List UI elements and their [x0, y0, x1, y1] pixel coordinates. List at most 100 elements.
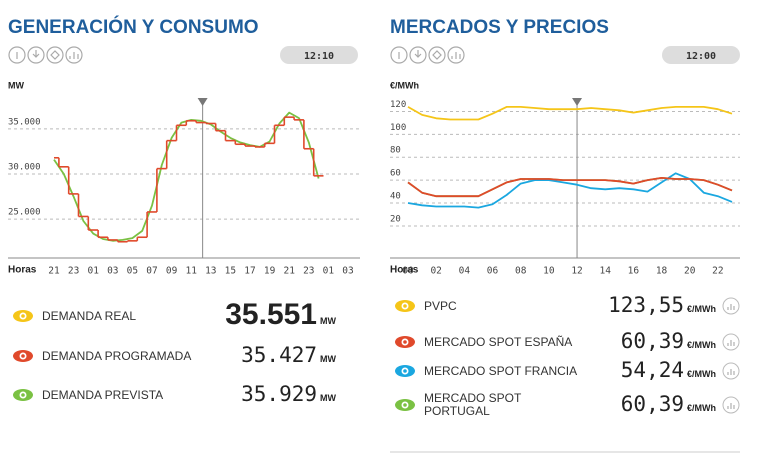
chart-title: GENERACIÓN Y CONSUMO — [8, 16, 259, 38]
legend-row: PVPC — [394, 293, 582, 319]
readout: 60,39 €/MWh — [621, 392, 716, 416]
chart-title: MERCADOS Y PRECIOS — [390, 17, 609, 38]
info-icon[interactable] — [390, 46, 408, 64]
legend-eye[interactable] — [394, 398, 416, 412]
legend-row: MERCADO SPOT ESPAÑA — [394, 329, 582, 355]
chart-icon[interactable] — [65, 46, 83, 64]
x-tick-label: 00 — [402, 266, 414, 277]
legend-label: MERCADO SPOT ESPAÑA — [424, 334, 573, 349]
info-icon[interactable] — [8, 46, 26, 64]
x-tick-label: 22 — [712, 266, 723, 277]
x-tick-label: 11 — [185, 266, 197, 277]
readout-unit: MW — [320, 393, 336, 403]
favorite-icon[interactable] — [428, 46, 446, 64]
eye-pupil — [403, 369, 407, 373]
readout: 54,24 €/MWh — [621, 358, 716, 382]
chart-button-glyph — [727, 304, 735, 310]
x-tick-label: 16 — [628, 266, 640, 277]
y-tick-label: 80 — [390, 146, 401, 156]
chart-button[interactable] — [722, 297, 740, 315]
legend-row: DEMANDA PREVISTA — [12, 382, 242, 408]
readout-value: 123,55 — [608, 293, 684, 317]
x-tick-label: 07 — [146, 266, 157, 277]
readout: 35.551 MW — [225, 298, 336, 332]
legend-label: DEMANDA PREVISTA — [42, 387, 164, 402]
legend-label: MERCADO SPOT FRANCIA — [424, 363, 578, 378]
readout-unit: €/MWh — [687, 403, 716, 413]
series-line — [53, 111, 320, 242]
download-icon[interactable] — [27, 46, 45, 64]
y-tick-label: 20 — [390, 214, 401, 224]
legend-eye[interactable] — [394, 364, 416, 378]
x-tick-label: 01 — [87, 266, 99, 277]
legend-row: DEMANDA REAL — [12, 303, 242, 329]
readout-unit: €/MWh — [687, 340, 716, 350]
chart-button-ring — [722, 396, 740, 414]
readout-unit: €/MWh — [687, 304, 716, 314]
chart-button-ring — [722, 297, 740, 315]
legend-label: PVPC — [424, 298, 457, 313]
eye-pupil — [403, 340, 407, 344]
legend-label: MERCADO SPOT PORTUGAL — [424, 391, 522, 418]
legend-label: DEMANDA REAL — [42, 308, 137, 323]
x-axis-label: Horas — [8, 265, 37, 276]
eye-pupil — [21, 354, 25, 358]
y-tick-label: 25.000 — [8, 208, 41, 218]
legend-eye[interactable] — [12, 388, 34, 402]
y-axis-label: €/MWh — [390, 80, 419, 90]
x-tick-label: 13 — [205, 266, 216, 277]
chart-icon[interactable] — [447, 46, 465, 64]
readout-value: 60,39 — [620, 329, 684, 353]
readout-value: 35.427 — [241, 343, 317, 367]
x-tick-label: 03 — [342, 266, 353, 277]
legend-eye[interactable] — [12, 349, 34, 363]
chart-button-ring — [722, 333, 740, 351]
readout: 123,55 €/MWh — [608, 293, 716, 317]
download-icon[interactable] — [409, 46, 427, 64]
y-tick-label: 35.000 — [8, 117, 41, 127]
x-tick-label: 09 — [166, 266, 178, 277]
series-line — [407, 106, 733, 121]
x-tick-label: 15 — [225, 266, 236, 277]
series-line — [407, 172, 733, 209]
y-tick-label: 120 — [390, 100, 406, 110]
chart-button-glyph — [727, 403, 735, 409]
x-tick-label: 20 — [684, 266, 696, 277]
y-tick-label: 30.000 — [8, 163, 41, 173]
readout-value: 54,24 — [620, 358, 684, 382]
legend-row: MERCADO SPOT PORTUGAL — [394, 392, 582, 418]
x-tick-label: 02 — [430, 266, 441, 277]
y-tick-label: 100 — [390, 123, 406, 133]
legend-eye[interactable] — [394, 299, 416, 313]
chart-button[interactable] — [722, 396, 740, 414]
eye-pupil — [403, 304, 407, 308]
series-line — [407, 177, 733, 198]
legend-row: DEMANDA PROGRAMADA — [12, 343, 242, 369]
x-tick-label: 04 — [459, 266, 471, 277]
icon-bar — [8, 46, 465, 64]
x-tick-label: 03 — [107, 266, 118, 277]
chart-button[interactable] — [722, 362, 740, 380]
x-tick-label: 06 — [487, 266, 499, 277]
legend-eye[interactable] — [12, 309, 34, 323]
x-tick-label: 18 — [656, 266, 668, 277]
legend-eye[interactable] — [394, 335, 416, 349]
time-pill — [280, 46, 358, 64]
chart-button-glyph — [727, 369, 735, 375]
y-tick-label: 60 — [390, 169, 401, 179]
readout-value: 35.551 — [225, 298, 317, 331]
time-pill — [662, 46, 740, 64]
chart-button-glyph — [727, 340, 735, 346]
favorite-icon[interactable] — [46, 46, 64, 64]
x-tick-label: 19 — [264, 266, 276, 277]
chart-button[interactable] — [722, 333, 740, 351]
x-tick-label: 10 — [543, 266, 555, 277]
x-tick-label: 08 — [515, 266, 527, 277]
readout-unit: MW — [320, 354, 336, 364]
chart-button-ring — [722, 362, 740, 380]
x-axis-label: Horas — [390, 265, 419, 276]
time-marker-head — [197, 98, 208, 106]
y-axis-label: MW — [8, 80, 24, 90]
